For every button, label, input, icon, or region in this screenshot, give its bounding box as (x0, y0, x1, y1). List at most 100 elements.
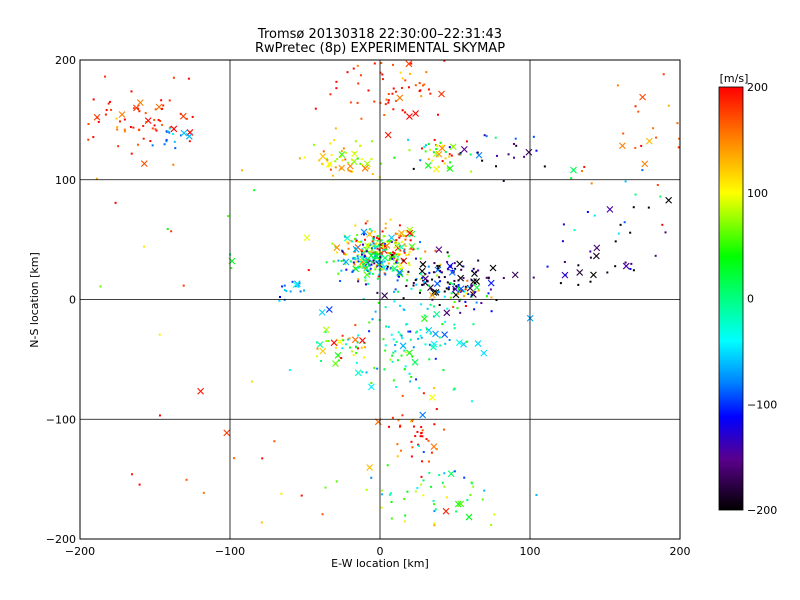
data-point (428, 471, 431, 474)
data-point (428, 271, 431, 274)
data-point (334, 166, 337, 169)
data-point (453, 301, 456, 304)
data-point (357, 266, 360, 269)
data-point (260, 521, 263, 524)
x-tick-label: 100 (520, 545, 541, 558)
data-point (360, 346, 363, 349)
data-point (376, 235, 379, 238)
data-point (436, 274, 439, 277)
data-point (394, 343, 397, 346)
data-point (105, 109, 108, 112)
data-point (472, 290, 475, 293)
data-point-cross (570, 166, 577, 174)
data-point (432, 151, 435, 154)
data-point-cross (447, 470, 455, 478)
data-point (546, 265, 549, 268)
chart-title: Tromsø 20130318 22:30:00–22:31:43 (257, 27, 502, 42)
data-point (464, 300, 467, 303)
data-point (365, 371, 368, 374)
x-tick-label: −100 (215, 545, 245, 558)
data-point (463, 290, 466, 293)
data-point-cross (397, 243, 405, 251)
x-tick-label: 0 (377, 545, 384, 558)
data-point (358, 265, 361, 268)
y-tick-label: 200 (55, 54, 76, 67)
data-point (489, 288, 492, 291)
data-point (577, 283, 580, 286)
data-point-cross (419, 260, 427, 268)
data-point (361, 248, 364, 251)
data-point (273, 440, 276, 443)
data-point (362, 297, 365, 300)
data-point (137, 143, 140, 146)
data-point (515, 144, 518, 147)
data-point-cross (396, 270, 404, 278)
data-point (161, 123, 164, 126)
data-point (359, 265, 362, 268)
data-point (157, 118, 160, 121)
data-point (407, 330, 410, 333)
data-point (404, 245, 407, 248)
data-point (230, 267, 233, 270)
data-point-cross (361, 164, 369, 172)
data-point (353, 263, 356, 266)
data-point (386, 267, 389, 270)
data-point (335, 480, 338, 483)
data-point (52, 386, 54, 388)
data-point (407, 253, 410, 256)
data-point (387, 99, 390, 102)
data-point (341, 334, 344, 337)
data-point (410, 62, 413, 65)
data-point (466, 340, 469, 343)
data-point (661, 223, 664, 226)
data-point (368, 227, 371, 230)
data-point (151, 127, 154, 130)
data-point (425, 71, 428, 74)
data-point (422, 451, 425, 454)
data-point (494, 136, 497, 139)
data-point (444, 342, 447, 345)
data-point (253, 189, 256, 192)
data-point (374, 310, 377, 313)
data-point (341, 249, 344, 252)
data-point-cross (460, 145, 468, 153)
data-point (485, 295, 488, 298)
data-point (403, 520, 406, 523)
data-point (513, 156, 516, 159)
data-point (433, 138, 436, 141)
data-point (371, 252, 374, 255)
data-point (92, 98, 95, 101)
data-point (438, 336, 441, 339)
data-point (399, 304, 402, 307)
data-point (138, 483, 141, 486)
data-point (370, 229, 373, 232)
data-point (393, 255, 396, 258)
data-point-cross (342, 258, 350, 266)
data-point-cross (332, 360, 339, 368)
data-point (233, 457, 236, 460)
data-point (322, 150, 325, 153)
data-point (370, 158, 373, 161)
data-point (453, 262, 456, 265)
data-point-cross (421, 315, 428, 323)
data-point (514, 137, 517, 140)
data-point (427, 439, 430, 442)
data-point (250, 380, 253, 383)
data-point (409, 330, 412, 333)
data-point-cross (58, 336, 64, 342)
data-point (561, 240, 564, 243)
x-axis-label: E-W location [km] (331, 557, 429, 570)
data-point (410, 287, 413, 290)
data-point (355, 239, 358, 242)
data-point (446, 260, 449, 263)
data-point (130, 90, 133, 93)
data-point (475, 301, 478, 304)
data-point (388, 493, 391, 496)
data-point (379, 71, 382, 74)
data-point (357, 334, 360, 337)
data-point (404, 365, 407, 368)
data-point (532, 276, 535, 279)
data-point (132, 126, 135, 129)
data-point (391, 416, 394, 419)
data-point (634, 105, 637, 108)
